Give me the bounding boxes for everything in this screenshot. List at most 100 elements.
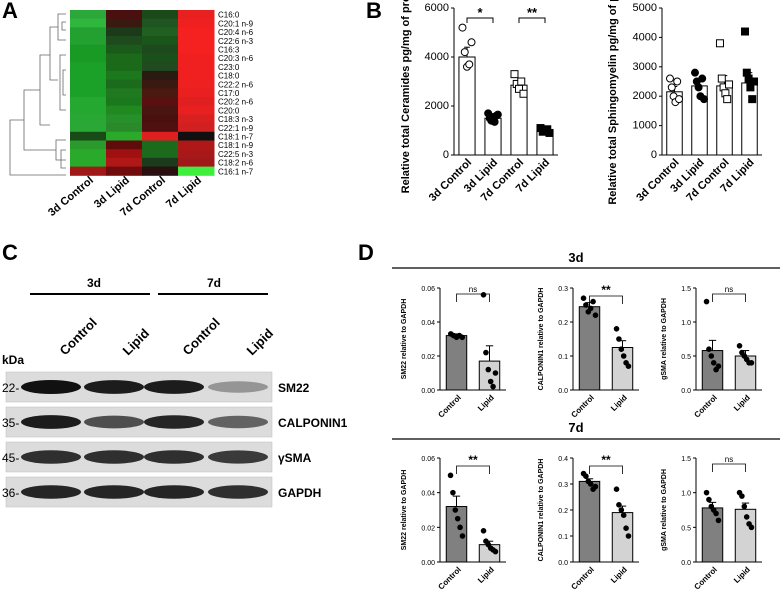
data-point — [620, 353, 627, 359]
dendrogram-branch — [9, 119, 66, 176]
heatmap-cell — [106, 97, 143, 107]
y-tick-label: 0.5 — [681, 354, 691, 361]
heatmap-row-label: C18:1 n-7 — [218, 133, 254, 142]
heatmap-cell — [178, 62, 215, 72]
heatmap-cell — [106, 123, 143, 133]
y-tick-label: 0.02 — [421, 525, 435, 532]
data-point — [675, 95, 684, 104]
heatmap-cell — [70, 131, 107, 141]
blot-band — [84, 450, 144, 464]
heatmap-cell — [142, 105, 179, 115]
bar — [458, 56, 476, 156]
bar — [478, 360, 501, 391]
significance-label: ns — [469, 285, 477, 294]
heatmap-cell — [142, 88, 179, 98]
heatmap-cell — [142, 123, 179, 133]
heatmap-column-label: 7d Lipid — [164, 174, 204, 210]
y-tick-label: 0.00 — [421, 388, 435, 395]
heatmap-cell — [70, 157, 107, 168]
y-tick-label: 0.0 — [681, 388, 691, 395]
heatmap-cell — [178, 97, 215, 107]
data-point — [458, 23, 467, 32]
y-tick-label: 1.0 — [681, 320, 691, 327]
panel-label-a: A — [2, 0, 18, 23]
y-tick-label: 2000 — [633, 90, 657, 102]
y-tick-label: 0.0 — [558, 560, 568, 567]
data-point — [717, 74, 726, 83]
y-tick-label: 0.2 — [558, 320, 568, 327]
y-axis-label: gSMA relative to GAPDH — [661, 298, 668, 380]
heatmap-cell — [70, 79, 107, 89]
group-label: 3d — [568, 250, 583, 265]
heatmap-cell — [106, 105, 143, 115]
heatmap-cell — [70, 88, 107, 98]
lane-label: Control — [57, 315, 100, 358]
data-point — [492, 370, 499, 376]
y-axis-label: gSMA relative to GAPDH — [661, 469, 668, 551]
heatmap-cell — [106, 114, 143, 124]
dendrogram-branch — [61, 21, 66, 31]
data-point — [748, 524, 755, 531]
y-tick-label: 6000 — [425, 2, 449, 14]
blot-band — [144, 450, 204, 464]
data-point — [580, 295, 587, 302]
data-point — [485, 366, 492, 373]
data-point — [706, 346, 712, 353]
y-tick-label: 0.06 — [421, 286, 435, 293]
y-tick-label: 2000 — [425, 100, 449, 112]
y-tick-label: 3000 — [633, 61, 657, 73]
heatmap-cell — [142, 44, 179, 54]
data-point — [700, 95, 709, 104]
category-label: Lipid — [609, 565, 629, 585]
heatmap-cell — [70, 123, 107, 133]
heatmap-cell — [178, 44, 215, 54]
data-point — [480, 292, 487, 298]
heatmap-cell — [70, 44, 107, 54]
y-tick-label: 0.04 — [421, 491, 435, 498]
lane-label: Control — [180, 315, 223, 358]
heatmap-cell — [178, 79, 215, 89]
blot-band — [144, 415, 204, 429]
significance-label: ** — [527, 5, 538, 20]
heatmap-row-label: C17:0 — [218, 89, 240, 98]
data-point — [694, 83, 703, 92]
y-tick-label: 4000 — [425, 51, 449, 63]
heatmap-cell — [70, 105, 107, 115]
significance-bracket — [589, 295, 623, 304]
data-point — [618, 507, 625, 513]
data-point — [673, 77, 682, 86]
heatmap-row-label: C18:3 n-3 — [218, 115, 254, 124]
heatmap-cell — [106, 140, 143, 150]
heatmap-row-label: C20:0 — [218, 106, 240, 115]
significance-bracket — [466, 17, 494, 23]
group-label: 3d — [87, 276, 101, 290]
heatmap-cell — [178, 70, 215, 81]
significance-bracket — [589, 465, 623, 474]
data-point — [616, 502, 622, 508]
data-point — [454, 515, 461, 522]
blot-band — [144, 485, 204, 499]
y-tick-label: 0.02 — [421, 354, 435, 361]
heatmap-row-label: C16:1 n-7 — [218, 167, 254, 176]
y-tick-label: 0.5 — [681, 525, 691, 532]
lane-label: Lipid — [244, 326, 277, 359]
heatmap-cell — [106, 18, 143, 28]
heatmap-cell — [70, 166, 107, 176]
blot-band — [208, 450, 268, 464]
category-label: Lipid — [732, 565, 752, 585]
heatmap-row-label: C18:0 — [218, 72, 240, 81]
y-tick-label: 0 — [651, 149, 657, 161]
panel-b-charts: 0 2000 4000 6000 Relative total Ceramides pg… — [400, 0, 762, 205]
y-tick-label: 0 — [443, 149, 449, 161]
heatmap-cell — [106, 149, 143, 159]
data-point — [487, 378, 494, 385]
data-point — [492, 548, 499, 555]
heatmap-cell — [178, 53, 215, 63]
heatmap-cell — [178, 166, 215, 176]
significance-bracket — [518, 17, 546, 23]
data-point — [748, 95, 757, 104]
data-point — [613, 486, 620, 493]
significance-label: ns — [725, 455, 733, 464]
heatmap-cell — [178, 18, 215, 28]
